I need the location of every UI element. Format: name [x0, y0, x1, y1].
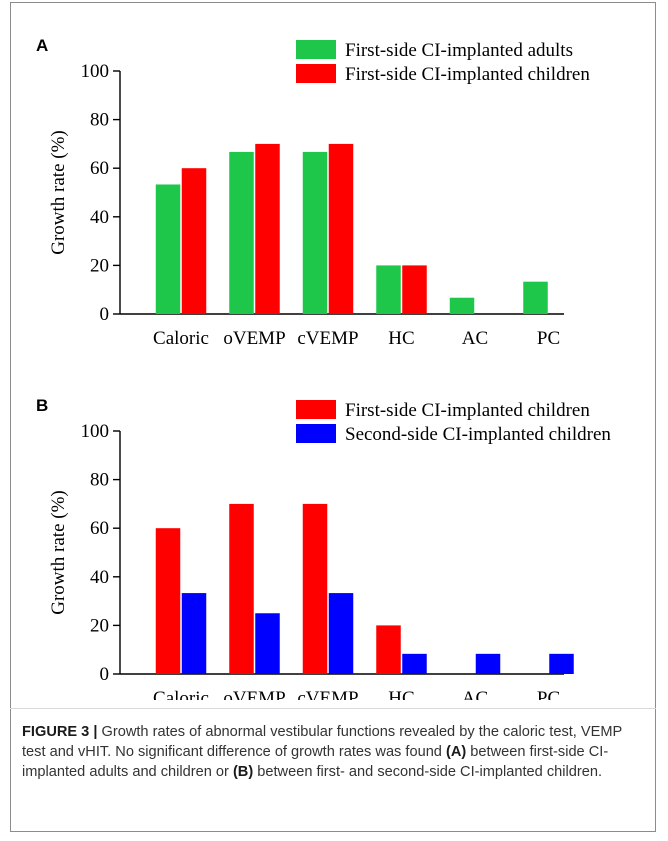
bar	[376, 625, 401, 674]
y-tick-label: 60	[90, 518, 109, 539]
y-tick-label: 100	[81, 421, 110, 442]
legend-label: First-side CI-implanted adults	[345, 40, 573, 61]
legend-swatch	[296, 64, 336, 83]
bar	[328, 593, 354, 674]
legend-swatch	[296, 424, 336, 443]
bar	[328, 143, 354, 314]
x-tick-label: AC	[462, 688, 488, 700]
bar	[475, 653, 501, 674]
y-axis-title: Growth rate (%)	[48, 130, 69, 255]
bar	[376, 265, 401, 314]
legend-label: First-side CI-implanted children	[345, 64, 590, 85]
bar	[402, 265, 427, 314]
y-tick-label: 40	[90, 207, 109, 228]
caption-text-2: between first-side CI-implanted adults a…	[22, 744, 609, 780]
panel-label: B	[36, 396, 48, 415]
caption-text-1: Growth rates of abnormal vestibular func…	[22, 724, 622, 760]
x-tick-label: cVEMP	[297, 328, 358, 349]
y-tick-label: 80	[90, 470, 109, 491]
y-tick-label: 20	[90, 255, 109, 276]
panel-b-chart: B Growth rate (%) 0 20 40 60 80 100 Caloric oVEMP…	[36, 396, 611, 700]
y-tick-label: 0	[100, 664, 110, 685]
bar	[155, 528, 181, 674]
bar	[549, 653, 574, 674]
y-axis-title: Growth rate (%)	[48, 490, 69, 615]
bar	[523, 281, 548, 314]
bar	[255, 143, 280, 314]
y-tick-label: 100	[81, 61, 110, 82]
caption-text-3: between first- and second-side CI-implan…	[253, 764, 603, 780]
x-tick-label: cVEMP	[297, 688, 358, 700]
caption-divider	[10, 708, 656, 709]
panel-a-chart: A Growth rate (%) 0 20 40 60 80 100 Caloric oVEMP…	[36, 36, 590, 349]
y-tick-label: 20	[90, 615, 109, 636]
bar	[181, 593, 207, 674]
x-tick-label: HC	[388, 328, 414, 349]
bar	[402, 653, 427, 674]
bar	[302, 151, 328, 314]
caption-ref-b: (B)	[232, 764, 254, 780]
bar	[449, 297, 475, 314]
x-tick-label: HC	[388, 688, 414, 700]
legend-swatch	[296, 40, 336, 59]
y-tick-label: 60	[90, 158, 109, 179]
x-tick-label: AC	[462, 328, 488, 349]
bar	[255, 613, 280, 674]
figure-charts: A Growth rate (%) 0 20 40 60 80 100 Caloric oVEMP…	[36, 36, 611, 700]
bar	[155, 184, 181, 314]
bar	[229, 151, 254, 314]
legend-label: First-side CI-implanted children	[345, 400, 590, 421]
bar	[302, 503, 328, 674]
x-tick-label: PC	[537, 328, 560, 349]
panel-label: A	[36, 36, 48, 55]
figure-caption: FIGURE 3 | Growth rates of abnormal vest…	[22, 722, 646, 782]
bar	[229, 503, 254, 674]
x-tick-label: Caloric	[153, 328, 209, 349]
y-tick-label: 80	[90, 110, 109, 131]
x-tick-label: Caloric	[153, 688, 209, 700]
legend-swatch	[296, 400, 336, 419]
y-tick-label: 40	[90, 567, 109, 588]
x-tick-label: oVEMP	[223, 688, 285, 700]
x-tick-label: oVEMP	[223, 328, 285, 349]
y-tick-label: 0	[100, 304, 110, 325]
x-tick-label: PC	[537, 688, 560, 700]
bar	[181, 168, 207, 314]
legend-label: Second-side CI-implanted children	[345, 424, 611, 445]
caption-label: FIGURE 3 |	[22, 724, 98, 740]
caption-ref-a: (A)	[445, 744, 467, 760]
